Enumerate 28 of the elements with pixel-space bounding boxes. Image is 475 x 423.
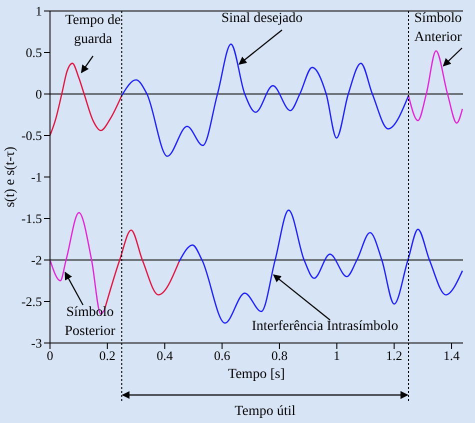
x-tick-label: 0.8	[271, 348, 288, 364]
text: Tempo útil	[234, 404, 296, 419]
x-tick-label: 0.6	[214, 348, 231, 364]
y-tick-label: -1	[31, 170, 42, 185]
annotation: Interferência Intrasímbolo	[252, 319, 398, 334]
y-tick-label: -1.5	[21, 211, 42, 226]
line-series	[121, 44, 410, 157]
annotation: Tempo de guarda	[65, 13, 121, 47]
y-tick-label: -0.5	[21, 128, 42, 144]
annotation: Símbolo Anterior	[414, 11, 462, 45]
y-tick-label: 0.5	[26, 45, 42, 60]
y-tick-label: 0	[36, 86, 42, 102]
x-tick-label: 0.4	[156, 348, 174, 364]
y-tick-label: -2.5	[21, 294, 42, 310]
x-tick-label: 0.2	[99, 348, 116, 364]
x-tick-label: 1	[334, 348, 340, 364]
x-axis-title: Tempo [s]	[228, 367, 285, 382]
annotation: Símbolo Posterior	[64, 305, 116, 339]
x-tick-label: 1.4	[443, 348, 460, 364]
y-tick-label: -3	[31, 336, 42, 351]
line-series	[408, 50, 463, 124]
annotation: Sinal desejado	[221, 11, 303, 26]
x-tick-label: 1.2	[386, 348, 402, 364]
line-series	[50, 62, 122, 136]
y-tick-label: -2	[31, 252, 42, 268]
y-axis-title: s(t) e s(t-τ)	[3, 146, 18, 208]
x-tick-label: 0	[46, 348, 54, 364]
y-tick-label: 1	[36, 4, 42, 19]
